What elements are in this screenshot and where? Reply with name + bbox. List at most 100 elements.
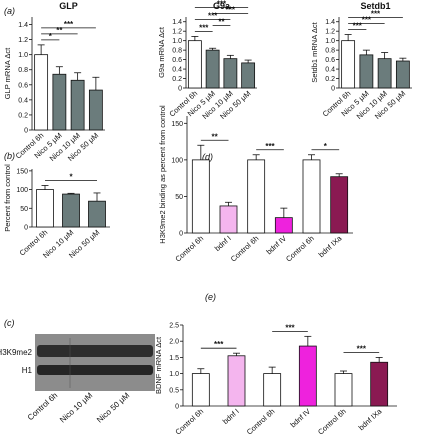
bar	[341, 40, 356, 89]
lane-label: Nico 10 μM	[58, 391, 94, 425]
y-tick-label: 2.5	[169, 323, 179, 330]
significance-label: *	[49, 32, 53, 41]
x-tick-label: Control 6h	[284, 234, 316, 264]
y-tick-label: 150	[16, 168, 28, 175]
y-tick-label: 150	[171, 121, 183, 128]
y-axis-label: G9a mRNA Δct	[157, 26, 166, 78]
y-tick-label: 1.5	[169, 355, 179, 362]
bar	[298, 345, 317, 407]
panel-label: (e)	[205, 292, 216, 302]
y-axis-label: H3K9me2 binding as percent from control	[158, 105, 167, 244]
y-tick-label: 0.6	[18, 82, 28, 89]
x-tick-label: bdnf IV	[288, 407, 312, 430]
y-tick-label: 0	[24, 225, 28, 232]
y-tick-label: 100	[16, 187, 28, 194]
bar	[330, 176, 349, 234]
significance-label: ***	[208, 11, 218, 20]
significance-label: ***	[362, 16, 372, 25]
bar	[34, 54, 49, 131]
bar	[36, 189, 54, 228]
y-tick-label: 0.8	[172, 48, 182, 55]
y-tick-label: 0.8	[18, 67, 28, 74]
blot-panel: (c) H3K9me2 H1 Control 6h Nico 10 μM Nic…	[0, 318, 155, 425]
significance-label: ***	[265, 142, 275, 151]
y-tick-label: 0	[178, 86, 182, 93]
x-tick-label: Control 6h	[173, 234, 205, 264]
x-tick-label: Control 6h	[173, 407, 205, 437]
y-tick-label: 0.5	[169, 387, 179, 394]
x-tick-label: bdnf I	[213, 234, 233, 253]
x-tick-label: bdnf IV	[264, 234, 288, 257]
significance-label: ***	[357, 344, 367, 353]
chart-panel-e: (e) 0 0.5 1.0 1.5 2.0 2.5 BDNF mRNA Δct Control …	[154, 292, 397, 437]
y-tick-label: 0.4	[18, 97, 28, 104]
chart-panel-a3: Setdb1 0 0.2 0.4 0.6 0.8 1.0 1.2 1.4 Setdb1 mRNA …	[310, 1, 412, 121]
chart-title: G9a	[213, 1, 231, 11]
y-tick-label: 50	[20, 206, 28, 213]
y-axis-label: Percent from control	[3, 164, 12, 232]
y-tick-label: 1.2	[18, 37, 28, 44]
y-tick-label: 0.6	[325, 57, 335, 64]
bar	[241, 62, 256, 89]
y-axis-label: BDNF mRNA Δct	[154, 336, 163, 394]
panel-label-c: (c)	[4, 318, 15, 328]
significance-label: ***	[285, 323, 295, 332]
bar	[88, 200, 106, 228]
bar	[70, 79, 85, 131]
bar	[359, 54, 374, 89]
chart-title: GLP	[59, 1, 78, 11]
y-tick-label: 1.0	[325, 38, 335, 45]
band-h1	[37, 365, 153, 375]
panel-label: (d)	[202, 152, 213, 162]
y-tick-label: 0	[175, 404, 179, 411]
significance-label: ***	[64, 20, 74, 29]
band-h3k9me2	[37, 345, 153, 357]
significance-label: ***	[371, 10, 381, 19]
bar	[62, 193, 80, 228]
lane-label: Nico 50 μM	[95, 391, 131, 425]
y-axis-label: GLP mRNA Δct	[3, 47, 12, 99]
y-tick-label: 1.4	[18, 22, 28, 29]
y-tick-label: 1.0	[172, 38, 182, 45]
y-tick-label: 0.2	[325, 76, 335, 83]
y-tick-label: 100	[171, 157, 183, 164]
y-axis-label: Setdb1 mRNA Δct	[310, 21, 319, 82]
y-tick-label: 0	[331, 86, 335, 93]
y-tick-label: 0.4	[325, 67, 335, 74]
y-tick-label: 0	[24, 128, 28, 135]
panel-label: (a)	[4, 6, 15, 16]
significance-label: **	[218, 17, 225, 26]
x-tick-label: Control 6h	[316, 407, 348, 437]
significance-label: *	[324, 142, 328, 151]
y-tick-label: 0.4	[172, 67, 182, 74]
y-tick-label: 2.0	[169, 339, 179, 346]
bar	[247, 159, 266, 234]
bar	[302, 159, 321, 234]
bar	[263, 373, 282, 407]
y-tick-label: 1.0	[169, 371, 179, 378]
bar	[191, 159, 210, 234]
significance-label: ***	[217, 0, 227, 8]
band-label-h3k9me2: H3K9me2	[0, 348, 33, 357]
x-tick-label: bdnf IXa	[357, 406, 384, 432]
bar	[223, 58, 238, 89]
y-tick-label: 0.2	[172, 76, 182, 83]
y-tick-label: 50	[175, 194, 183, 201]
x-tick-label: bdnf I	[221, 407, 241, 426]
y-tick-label: 1.2	[172, 29, 182, 36]
significance-label: **	[56, 26, 63, 35]
bar	[219, 205, 238, 234]
panel-label: (b)	[4, 151, 15, 161]
significance-label: ***	[214, 340, 224, 349]
y-tick-label: 0.8	[325, 48, 335, 55]
chart-panel-d: (d) 0 50 100 150 H3K9me2 binding as percent f…	[158, 105, 353, 264]
y-tick-label: 1.4	[325, 19, 335, 26]
chart-panel-a1: (a) GLP 0 0.2 0.4 0.6 0.8 1.0 1.2 1.4 GLP mRNA Δct…	[3, 1, 105, 163]
significance-label: ***	[353, 22, 363, 31]
x-tick-label: bdnf IXa	[317, 233, 344, 259]
bar	[274, 217, 293, 234]
bar	[377, 58, 392, 89]
